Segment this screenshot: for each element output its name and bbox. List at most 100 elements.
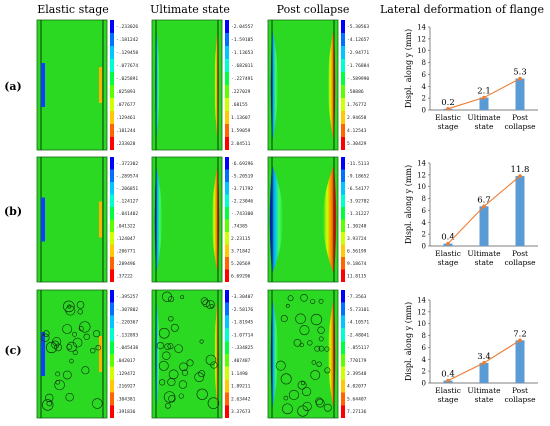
y-tick-label: 14 — [417, 160, 426, 168]
legend-tick-label: 1.13607 — [231, 115, 251, 121]
legend-swatch — [225, 354, 229, 367]
legend-swatch — [225, 182, 229, 195]
header-lateral-deformation: Lateral deformation of flange — [380, 3, 544, 16]
plate — [267, 289, 339, 419]
foam-cell — [63, 300, 75, 313]
legend-swatch — [110, 169, 114, 182]
legend-tick-label: 1.76772 — [347, 102, 367, 108]
trend-marker — [518, 76, 522, 81]
legend-swatch — [225, 98, 229, 111]
legend-swatch — [110, 72, 114, 85]
legend-swatch — [225, 169, 229, 182]
foam-cell — [301, 381, 305, 386]
category-label: Post — [512, 249, 528, 258]
legend-swatch — [341, 405, 345, 418]
plate — [267, 19, 339, 151]
legend-swatch — [225, 232, 229, 245]
legend-tick-label: -.129458 — [116, 50, 138, 56]
foam-cell — [307, 340, 313, 346]
plate — [267, 156, 339, 283]
legend-swatch — [110, 354, 114, 367]
plate — [36, 156, 108, 283]
contour-panel-elastic-2: -.395257 -.307802 -.220367 -.132893 -.045438… — [36, 289, 138, 419]
foam-cell — [299, 342, 304, 348]
foam-cell — [283, 395, 289, 401]
y-tick-label: 6 — [422, 71, 427, 79]
legend-tick-label: -11.5113 — [347, 161, 369, 167]
legend-tick-label: 2.63442 — [231, 396, 251, 402]
buckle-right — [328, 298, 336, 410]
foam-cell — [167, 343, 174, 350]
foam-cell — [65, 393, 74, 402]
legend-swatch — [341, 341, 345, 354]
legend-tick-label: .042017 — [116, 358, 136, 364]
foam-cell — [51, 340, 60, 349]
category-label: stage — [438, 122, 459, 131]
foam-cell — [92, 398, 103, 409]
legend-swatch — [341, 232, 345, 245]
trend-marker — [482, 204, 486, 209]
legend-tick-label: .077677 — [116, 102, 136, 108]
legend-tick-label: 5.20569 — [231, 261, 251, 267]
legend-swatch — [225, 219, 229, 232]
foam-cell — [302, 401, 312, 412]
foam-cell — [54, 343, 63, 352]
legend-swatch — [110, 111, 114, 124]
contour-panel-post-0: -5.30563 -4.12657 -2.94771 -1.76884 -.589990… — [267, 19, 369, 151]
legend-tick-label: .206771 — [116, 248, 136, 254]
legend-swatch — [225, 366, 229, 380]
legend-tick-label: -.227491 — [231, 76, 253, 82]
contour-panel-post-1: -11.5113 -9.18652 -6.54177 -3.92702 -1.31227… — [267, 156, 369, 283]
foam-cell — [314, 345, 321, 352]
legend-tick-label: -.289574 — [116, 173, 138, 179]
trend-marker — [446, 378, 450, 383]
legend-tick-label: -4.10571 — [347, 320, 369, 326]
legend-swatch — [110, 366, 114, 380]
legend-tick-label: 3.93724 — [347, 236, 367, 242]
legend-tick-label: .289496 — [116, 261, 136, 267]
legend-tick-label: .041322 — [116, 223, 136, 229]
legend-tick-label: -2.04557 — [231, 24, 253, 30]
foam-cell — [95, 344, 101, 351]
foam-cell — [178, 393, 184, 399]
legend-tick-label: .216927 — [116, 384, 136, 390]
y-axis-label: Displ. along y (mm) — [404, 165, 413, 244]
foam-cell — [45, 341, 58, 354]
foam-cell — [52, 337, 62, 347]
foam-cell — [199, 339, 204, 344]
foam-cell — [310, 313, 323, 326]
legend-tick-label: 1.89211 — [231, 384, 251, 390]
foam-cell — [168, 296, 175, 303]
legend-tick-label: .68155 — [231, 102, 248, 108]
foam-cell — [297, 380, 307, 390]
legend-swatch — [225, 379, 229, 393]
legend-tick-label: 2.39548 — [347, 371, 367, 377]
foam-cell — [205, 300, 215, 310]
data-label: 6.7 — [477, 195, 491, 205]
data-label: 7.2 — [513, 329, 527, 339]
header-post-collapse: Post collapse — [277, 3, 350, 16]
legend-tick-label: -3.30407 — [231, 294, 253, 300]
legend-swatch — [110, 124, 114, 137]
y-tick-label: 0 — [422, 107, 426, 115]
foam-cell — [311, 360, 317, 365]
legend-tick-label: .129472 — [116, 371, 136, 377]
legend-tick-label: -5.20519 — [231, 173, 253, 179]
y-tick-label: 8 — [422, 195, 426, 203]
legend-swatch — [225, 392, 229, 406]
legend-tick-label: .304381 — [116, 396, 136, 402]
category-label: Post — [512, 386, 528, 395]
foam-cell — [210, 361, 218, 369]
legend-swatch — [225, 328, 229, 342]
legend-swatch — [110, 207, 114, 220]
legend-tick-label: .391836 — [116, 409, 136, 415]
legend-tick-label: 5.64407 — [347, 396, 367, 402]
deformation-chart-1: 0 2 4 6 8 10 12 14 Displ. along y (mm) 0.4 Elastic… — [404, 160, 538, 267]
foam-cell — [162, 351, 171, 360]
foam-cell — [202, 299, 211, 308]
legend-swatch — [110, 315, 114, 329]
bar — [479, 362, 489, 383]
deformation-chart-0: 0 2 4 6 8 10 12 14 Displ. along y (mm) 0.2 Elastic… — [404, 24, 538, 131]
foam-cell — [65, 305, 76, 316]
